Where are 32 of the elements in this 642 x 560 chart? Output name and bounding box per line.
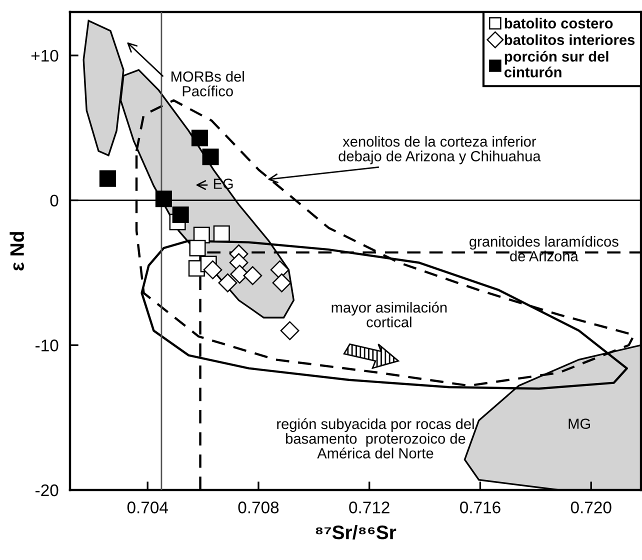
point [213,225,230,242]
point [203,260,222,280]
legend-label: batolitos interiores [504,34,635,46]
y-tick-label: -20 [36,484,58,496]
point [172,206,189,224]
y-axis-title: ε Nd [10,232,24,271]
legend-label: porción sur del cinturón [504,50,608,78]
point [202,148,219,166]
x-tick-label: 0.708 [238,502,279,514]
point [155,190,172,208]
point [270,260,290,280]
annotation: región subyacida por rocas del basamento proterozoico de América del Norte [277,418,474,458]
point [189,240,206,256]
point [243,266,262,286]
point [272,273,292,292]
annotation: mayor asimilación cortical [332,302,447,328]
point [191,130,208,146]
point [99,170,116,187]
point [218,273,238,292]
y-tick-label: +10 [31,50,58,62]
y-tick-label: 0 [50,194,58,207]
x-tick-label: 0.716 [460,502,500,514]
x-axis-title: ⁸⁷Sr/⁸⁶Sr [316,524,396,540]
x-tick-label: 0.712 [349,502,390,514]
annotation: xenolitos de la corteza inferior debajo de Arizona y Chihuahua [338,136,541,164]
annotation: MORBs del Pacífico [172,71,244,96]
legend-label: batolito costero [504,18,613,29]
y-tick-label: -10 [36,340,58,352]
annotation: granitoides laramídicos de Arizona [470,236,618,262]
x-tick-label: 0.704 [127,502,168,514]
annotation: MG [568,418,590,429]
x-tick-label: 0.720 [570,502,612,514]
